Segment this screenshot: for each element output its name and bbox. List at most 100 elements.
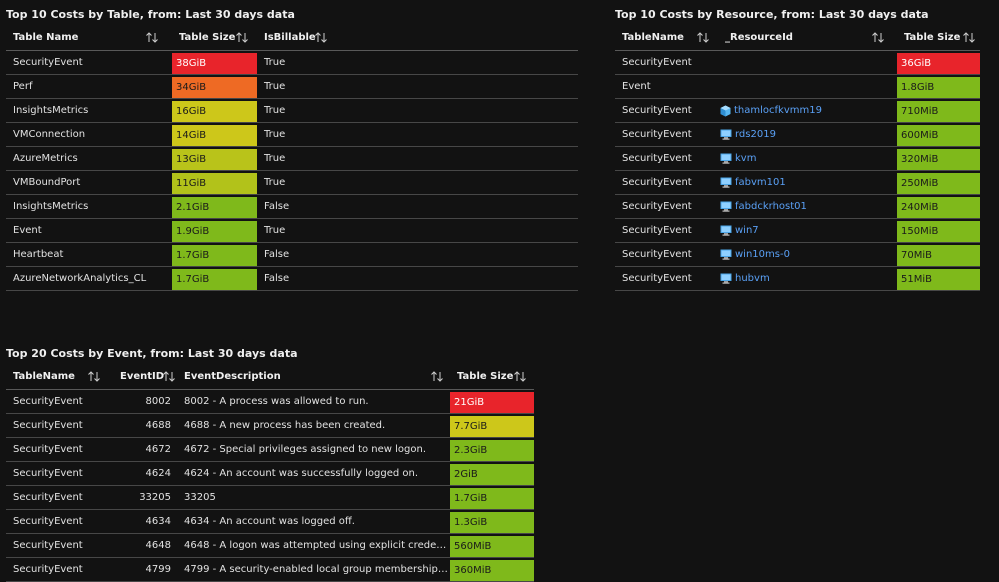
event-description-cell: 4672 - Special privileges assigned to ne… xyxy=(177,437,450,462)
table-row[interactable]: VMConnection 14GiB True xyxy=(6,122,578,147)
resource-link[interactable]: fabvm101 xyxy=(720,177,897,188)
column-header-tablename[interactable]: TableName xyxy=(615,25,718,51)
column-header-eventdescription[interactable]: EventDescription xyxy=(177,364,450,390)
table-size-cell: 70MiB xyxy=(897,242,980,267)
resource-link[interactable]: fabdckrhost01 xyxy=(720,201,897,212)
table-row[interactable]: SecurityEvent win7 150MiB xyxy=(615,218,980,243)
table-row[interactable]: SecurityEvent 4624 4624 - An account was s… xyxy=(6,461,534,486)
event-description-cell: 8002 - A process was allowed to run. xyxy=(177,389,450,414)
column-header-tablename[interactable]: TableName xyxy=(6,364,113,390)
resource-id-cell[interactable]: kvm xyxy=(718,146,897,171)
table-row[interactable]: SecurityEvent rds2019 600MiB xyxy=(615,122,980,147)
table-row[interactable]: SecurityEvent 36GiB xyxy=(615,50,980,75)
table-row[interactable]: SecurityEvent 38GiB True xyxy=(6,50,578,75)
table-row[interactable]: SecurityEvent 8002 8002 - A process was al… xyxy=(6,389,534,414)
resource-name[interactable]: thamlocfkvmm19 xyxy=(734,105,822,116)
table-row[interactable]: SecurityEvent 4799 4799 - A security-enabl… xyxy=(6,557,534,582)
resource-name[interactable]: fabdckrhost01 xyxy=(735,201,807,212)
event-costs-body: SecurityEvent 8002 8002 - A process was al… xyxy=(6,389,534,582)
table-row[interactable]: SecurityEvent fabdckrhost01 240MiB xyxy=(615,194,980,219)
table-size-bar: 1.9GiB xyxy=(172,220,257,242)
table-row[interactable]: SecurityEvent 4634 4634 - An account was l… xyxy=(6,509,534,534)
table-row[interactable]: Event 1.8GiB xyxy=(615,74,980,99)
table-row[interactable]: SecurityEvent win10ms-0 70MiB xyxy=(615,242,980,267)
resource-link[interactable]: win10ms-0 xyxy=(720,249,897,260)
table-row[interactable]: SecurityEvent hubvm 51MiB xyxy=(615,266,980,291)
resource-link[interactable]: kvm xyxy=(720,153,897,164)
column-header-eventid[interactable]: EventID xyxy=(113,364,177,390)
column-header-isbillable[interactable]: IsBillable xyxy=(257,25,578,51)
table-row[interactable]: InsightsMetrics 2.1GiB False xyxy=(6,194,578,219)
resource-id-cell[interactable]: thamlocfkvmm19 xyxy=(718,98,897,123)
sort-icon[interactable] xyxy=(315,32,327,43)
table-row[interactable]: SecurityEvent 4688 4688 - A new process ha… xyxy=(6,413,534,438)
resource-name[interactable]: kvm xyxy=(735,153,757,164)
table-size-cell: 2.1GiB xyxy=(172,194,257,219)
resource-id-cell[interactable]: rds2019 xyxy=(718,122,897,147)
table-row[interactable]: AzureNetworkAnalytics_CL 1.7GiB False xyxy=(6,266,578,291)
table-row[interactable]: Event 1.9GiB True xyxy=(6,218,578,243)
table-row[interactable]: VMBoundPort 11GiB True xyxy=(6,170,578,195)
table-size-bar: 7.7GiB xyxy=(450,415,534,437)
table-name-cell: SecurityEvent xyxy=(6,50,172,75)
sort-icon[interactable] xyxy=(514,371,526,382)
sort-icon[interactable] xyxy=(872,32,884,43)
resource-link[interactable]: win7 xyxy=(720,225,897,236)
event-id-cell: 8002 xyxy=(113,389,177,414)
sort-icon[interactable] xyxy=(163,371,175,382)
event-id-cell: 4799 xyxy=(113,557,177,582)
column-header-table-size[interactable]: Table Size xyxy=(172,25,257,51)
resource-name[interactable]: fabvm101 xyxy=(735,177,786,188)
resource-costs-grid: TableName _ResourceId Table Size Securit… xyxy=(615,25,980,291)
sort-icon[interactable] xyxy=(88,371,100,382)
isbillable-cell: False xyxy=(257,266,578,291)
column-header-resourceid[interactable]: _ResourceId xyxy=(718,25,897,51)
sort-icon[interactable] xyxy=(146,32,158,43)
table-size-cell: 1.7GiB xyxy=(450,485,534,510)
column-header-table-name[interactable]: Table Name xyxy=(6,25,172,51)
table-row[interactable]: AzureMetrics 13GiB True xyxy=(6,146,578,171)
table-size-bar: 1.7GiB xyxy=(450,487,534,509)
table-name-cell: SecurityEvent xyxy=(615,194,718,219)
table-row[interactable]: Heartbeat 1.7GiB False xyxy=(6,242,578,267)
table-row[interactable]: Perf 34GiB True xyxy=(6,74,578,99)
resource-id-cell[interactable]: win10ms-0 xyxy=(718,242,897,267)
resource-id-cell[interactable]: fabdckrhost01 xyxy=(718,194,897,219)
table-name-cell: VMBoundPort xyxy=(6,170,172,195)
resource-id-cell[interactable]: fabvm101 xyxy=(718,170,897,195)
table-costs-panel: Top 10 Costs by Table, from: Last 30 day… xyxy=(6,8,578,291)
column-header-table-size[interactable]: Table Size xyxy=(450,364,534,390)
sort-icon[interactable] xyxy=(431,371,443,382)
resource-id-cell xyxy=(718,50,897,75)
table-size-cell: 2.3GiB xyxy=(450,437,534,462)
table-size-cell: 240MiB xyxy=(897,194,980,219)
resource-name[interactable]: hubvm xyxy=(735,273,770,284)
column-header-table-size[interactable]: Table Size xyxy=(897,25,980,51)
table-row[interactable]: SecurityEvent kvm 320MiB xyxy=(615,146,980,171)
resource-link[interactable]: hubvm xyxy=(720,273,897,284)
table-name-cell: SecurityEvent xyxy=(6,557,113,582)
table-size-cell: 16GiB xyxy=(172,98,257,123)
header-row: Table Name Table Size IsBillable xyxy=(6,25,578,51)
table-name-cell: SecurityEvent xyxy=(6,389,113,414)
resource-link[interactable]: thamlocfkvmm19 xyxy=(720,105,897,117)
table-row[interactable]: SecurityEvent fabvm101 250MiB xyxy=(615,170,980,195)
sort-icon[interactable] xyxy=(963,32,975,43)
table-row[interactable]: SecurityEvent thamlocfkvmm19 710MiB xyxy=(615,98,980,123)
table-size-bar: 1.3GiB xyxy=(450,511,534,533)
table-name-cell: InsightsMetrics xyxy=(6,98,172,123)
isbillable-cell: True xyxy=(257,146,578,171)
sort-icon[interactable] xyxy=(236,32,248,43)
resource-name[interactable]: win7 xyxy=(735,225,759,236)
table-row[interactable]: SecurityEvent 4648 4648 - A logon was atte… xyxy=(6,533,534,558)
resource-id-cell[interactable]: hubvm xyxy=(718,266,897,291)
sort-icon[interactable] xyxy=(697,32,709,43)
table-row[interactable]: SecurityEvent 4672 4672 - Special privileg… xyxy=(6,437,534,462)
table-row[interactable]: InsightsMetrics 16GiB True xyxy=(6,98,578,123)
table-row[interactable]: SecurityEvent 33205 33205 1.7GiB xyxy=(6,485,534,510)
table-size-bar: 2.1GiB xyxy=(172,196,257,218)
resource-name[interactable]: rds2019 xyxy=(735,129,776,140)
resource-id-cell[interactable]: win7 xyxy=(718,218,897,243)
resource-link[interactable]: rds2019 xyxy=(720,129,897,140)
resource-name[interactable]: win10ms-0 xyxy=(735,249,790,260)
